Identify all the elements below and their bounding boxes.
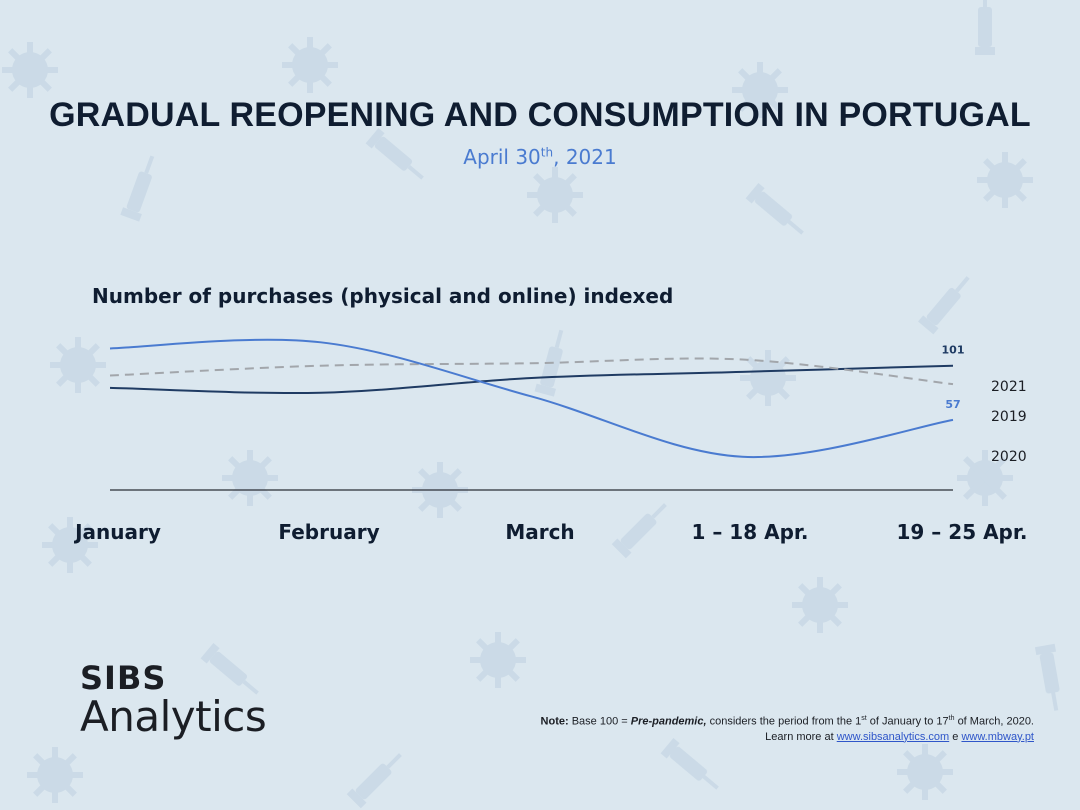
virus-icon xyxy=(42,517,98,573)
syringe-icon xyxy=(365,128,424,180)
mbway-link[interactable]: www.mbway.pt xyxy=(961,730,1034,743)
x-tick-label: January xyxy=(73,520,161,544)
virus-icon xyxy=(732,62,788,118)
series-line-2019 xyxy=(109,357,954,386)
series-label-2019: 2019 xyxy=(991,409,1027,425)
x-tick-label: 1 – 18 Apr. xyxy=(691,520,808,544)
virus-icon xyxy=(977,152,1033,208)
virus-icon xyxy=(50,337,106,393)
syringe-icon xyxy=(918,276,970,335)
syringe-icon xyxy=(660,738,719,790)
virus-icon xyxy=(222,450,278,506)
syringe-icon xyxy=(975,0,995,55)
logo-product: Analytics xyxy=(80,692,267,741)
x-tick-label: 19 – 25 Apr. xyxy=(897,520,1028,544)
sibs-analytics-logo: SIBS Analytics xyxy=(80,659,267,741)
virus-icon xyxy=(282,37,338,93)
logo-brand: SIBS xyxy=(80,659,167,697)
series-line-2020 xyxy=(109,338,954,459)
data-label-2021: 101 xyxy=(942,344,965,357)
page-date: April 30th, 2021 xyxy=(463,145,617,169)
sibs-analytics-link[interactable]: www.sibsanalytics.com xyxy=(836,730,950,743)
footnote: Note: Base 100 = Pre-pandemic, considers… xyxy=(434,711,1034,745)
virus-icon xyxy=(740,350,796,406)
data-label-2020: 57 xyxy=(945,398,960,411)
syringe-icon xyxy=(346,753,402,809)
virus-icon xyxy=(2,42,58,98)
series-label-2020: 2020 xyxy=(991,449,1027,465)
page-title: GRADUAL REOPENING AND CONSUMPTION IN POR… xyxy=(49,96,1031,134)
series-label-2021: 2021 xyxy=(991,379,1027,395)
syringe-icon xyxy=(745,183,804,235)
virus-icon xyxy=(957,450,1013,506)
virus-icon xyxy=(470,632,526,688)
virus-icon xyxy=(792,577,848,633)
virus-icon xyxy=(527,167,583,223)
virus-icon xyxy=(27,747,83,803)
footnote-line-2: Learn more at www.sibsanalytics.com e ww… xyxy=(765,730,1034,743)
footnote-line-1: Note: Base 100 = Pre-pandemic, considers… xyxy=(540,715,1034,728)
syringe-icon xyxy=(1034,643,1060,711)
syringe-icon xyxy=(200,643,259,695)
series-line-2021 xyxy=(109,364,954,395)
x-tick-label: February xyxy=(278,520,379,544)
syringe-icon xyxy=(611,503,667,559)
virus-icon xyxy=(897,744,953,800)
chart-title: Number of purchases (physical and online… xyxy=(92,284,674,308)
syringe-icon xyxy=(120,155,155,222)
x-tick-label: March xyxy=(505,520,574,544)
